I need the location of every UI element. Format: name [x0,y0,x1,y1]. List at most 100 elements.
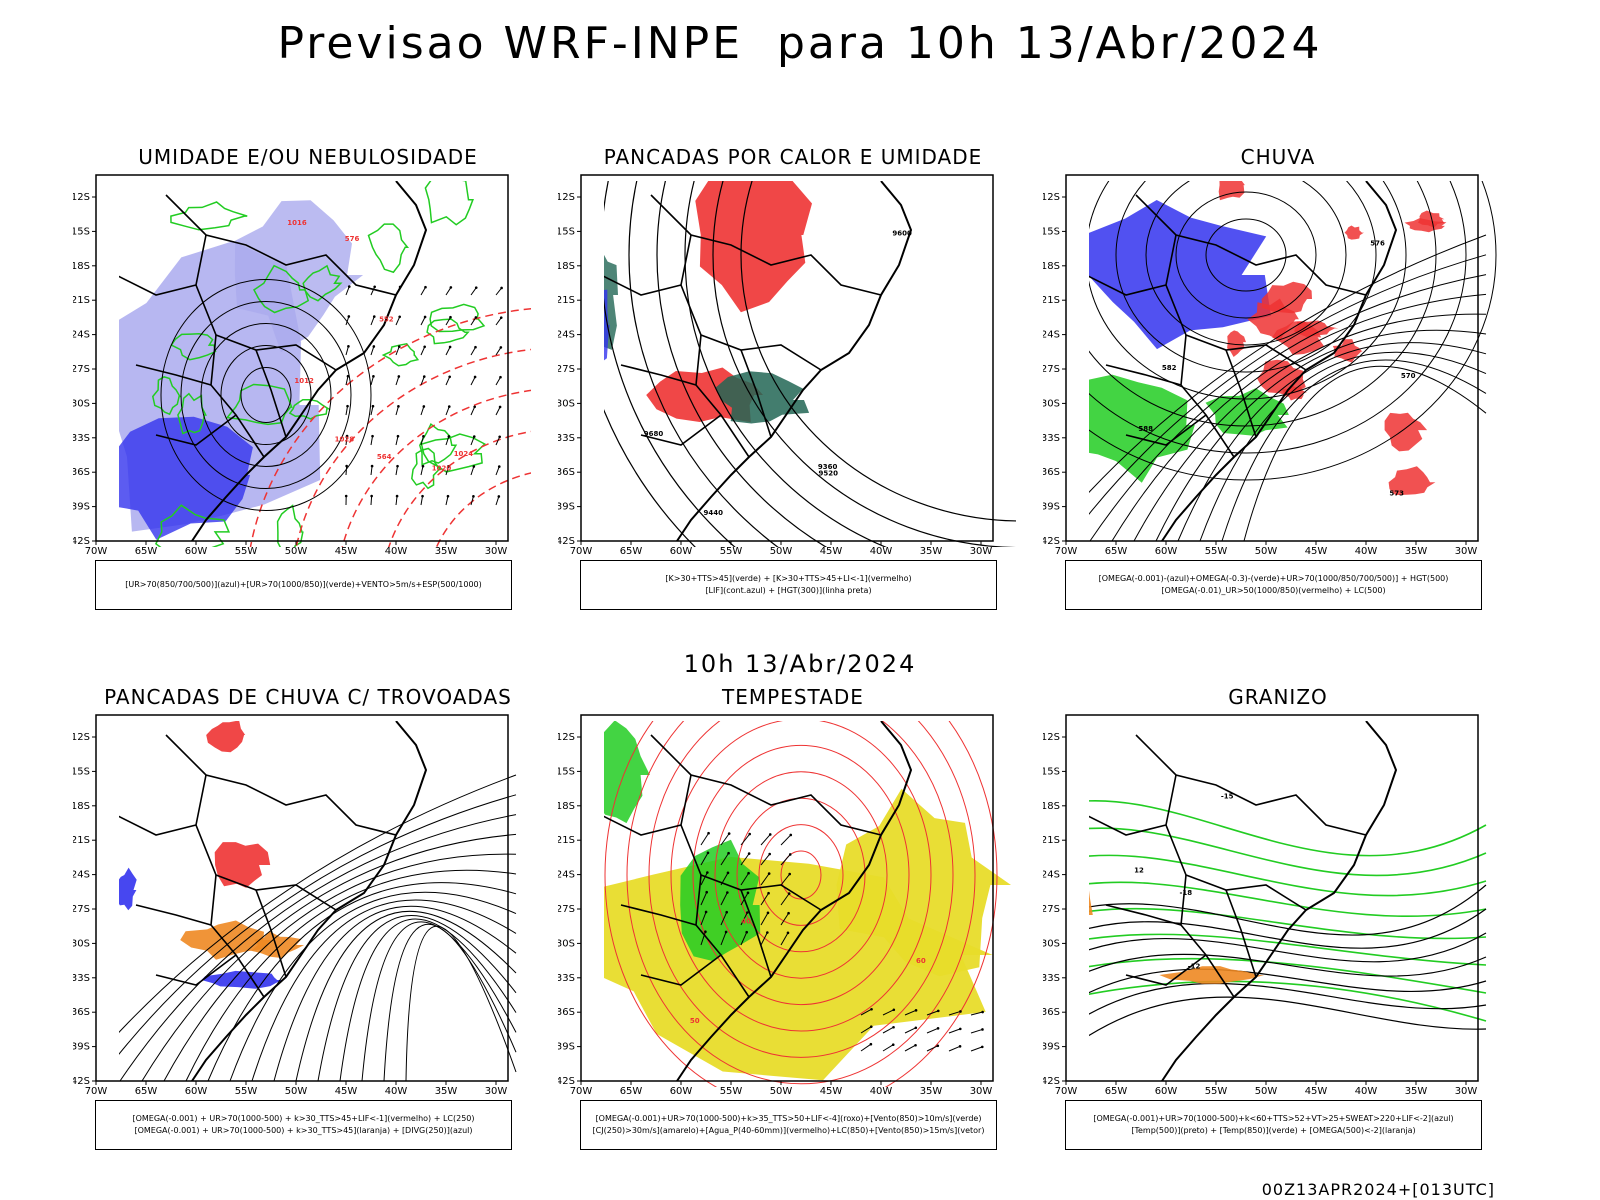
wind-arrow-head [767,872,771,875]
wind-arrow [882,1044,894,1052]
wind-arrow [700,892,708,906]
wind-arrow-head [447,405,451,408]
legend-line: [OMEGA(-0.001) + UR>70(1000-500) + k>30_… [134,1126,473,1135]
contour-label: 60 [916,957,926,965]
wind-arrow [780,834,792,846]
country-border [695,874,750,998]
country-border [1135,734,1367,836]
country-border [1225,889,1257,978]
wind-arrow-head [473,405,476,409]
contour-label: 9680 [644,430,664,438]
lon-tick-label: 55W [235,1086,258,1097]
lat-tick-label: 27S [73,364,90,375]
rain-area [1089,200,1271,350]
wind-arrow-head [421,494,424,498]
lat-tick-label: 24S [558,870,575,881]
contour-label: 40 [741,918,751,926]
wind-arrow [395,346,400,356]
rain-area [1089,374,1195,483]
panel-title: UMIDADE E/OU NEBULOSIDADE [138,145,478,169]
contour-label: 1012 [294,377,314,385]
lat-tick-label: 30S [1043,938,1060,949]
wind-arrow-head [499,316,503,319]
wind-arrow [345,436,348,446]
contour-label: 573 [1389,489,1404,497]
lon-tick-label: 45W [1305,1086,1328,1097]
wind-arrow [420,466,424,476]
humidity-area [119,416,253,540]
temp-850-contour [1089,933,1487,966]
heavy-rain-area [1294,320,1339,338]
wind-arrow-head [421,464,425,468]
lat-tick-label: 12S [1043,192,1060,203]
streamline [1133,313,1487,542]
heavy-rain-area [1344,225,1364,240]
wind-arrow [395,496,398,506]
lat-tick-label: 21S [1043,295,1060,306]
lat-tick-label: 42S [73,1076,90,1087]
wind-arrow-head [449,315,452,319]
wind-arrow-head [372,315,376,318]
country-border [1180,874,1235,998]
wind-arrow [470,466,475,476]
contour-line [648,721,954,1058]
lat-tick-label: 36S [558,1007,575,1018]
wind-arrow-head [981,1010,984,1014]
wind-arrow [370,346,375,356]
page-title: Previsao WRF-INPE para 10h 13/Abr/2024 [277,18,1323,69]
coastline [1161,721,1398,1082]
wind-arrow [495,317,502,326]
wind-arrow [860,1008,872,1016]
contour-label: 9520 [818,469,838,477]
wind-arrow-head [959,1010,962,1013]
lat-tick-label: 15S [1043,766,1060,777]
lon-tick-label: 70W [570,546,593,557]
wind-arrow-head [727,851,730,855]
lat-tick-label: 12S [73,732,90,743]
wind-arrow-head [726,871,730,875]
lat-tick-label: 39S [558,1042,575,1053]
panel-chuva: CHUVA 588 582 576 573 570 12S 15S 18S 21S 24S 27S 3… [1043,145,1513,610]
wind-arrow-head [422,435,425,438]
country-border [1089,815,1167,836]
lat-tick-label: 36S [73,1007,90,1018]
wind-area [604,721,650,824]
country-border [135,364,212,386]
low-humidity-contour [429,303,486,333]
wind-arrow [970,1028,983,1034]
wind-arrow-head [396,434,400,438]
wind-arrow [445,406,450,416]
wind-arrow [948,1028,961,1034]
wind-arrow-head [449,286,453,289]
thunderstorm-area [206,721,246,753]
wind-arrow [420,496,424,506]
temp-500-contour [1089,968,1487,994]
country-border [620,364,697,386]
lat-tick-label: 36S [558,467,575,478]
wind-arrow-head [344,494,348,498]
wind-arrow-head [422,405,426,408]
contour-line [160,279,372,511]
lon-tick-label: 55W [1205,1086,1228,1097]
lat-tick-label: 18S [73,261,90,272]
wind-arrow-head [707,831,710,835]
contour-line [180,301,352,489]
wind-arrow [345,316,350,326]
contour-line [684,181,887,547]
country-border [604,275,682,296]
wind-arrow-head [936,1009,940,1013]
wind-arrow [470,287,477,296]
lat-tick-label: 39S [73,502,90,513]
wind-arrow-head [398,315,401,319]
lat-tick-label: 33S [1043,433,1060,444]
wind-arrow [445,346,451,356]
heavy-rain-area [1247,298,1299,341]
wind-arrow-head [347,345,350,348]
panel-legend: [OMEGA(-0.001)-(azul)+OMEGA(-0.3)-(verde… [1065,560,1482,610]
lat-tick-label: 12S [73,192,90,203]
wind-arrow-head [725,910,729,914]
wind-arrow [740,932,748,946]
lat-tick-label: 18S [1043,261,1060,272]
instability-area [695,181,812,313]
